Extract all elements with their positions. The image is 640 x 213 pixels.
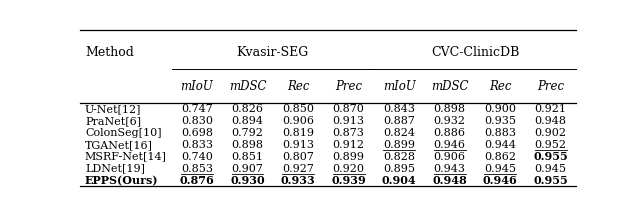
Text: Prec: Prec <box>335 80 362 93</box>
Text: 0.906: 0.906 <box>434 152 466 162</box>
Text: TGANet[16]: TGANet[16] <box>85 140 153 150</box>
Text: EPPS(Ours): EPPS(Ours) <box>85 175 159 186</box>
Text: U-Net[12]: U-Net[12] <box>85 104 141 114</box>
Text: 0.952: 0.952 <box>535 140 567 150</box>
Text: 0.945: 0.945 <box>535 164 567 174</box>
Text: 0.927: 0.927 <box>282 164 314 174</box>
Text: 0.933: 0.933 <box>281 175 316 186</box>
Text: 0.876: 0.876 <box>180 175 214 186</box>
Text: 0.913: 0.913 <box>282 140 314 150</box>
Text: 0.862: 0.862 <box>484 152 516 162</box>
Text: 0.826: 0.826 <box>232 104 264 114</box>
Text: Rec: Rec <box>287 80 309 93</box>
Text: 0.948: 0.948 <box>535 116 567 126</box>
Text: 0.895: 0.895 <box>383 164 415 174</box>
Text: 0.883: 0.883 <box>484 128 516 138</box>
Text: 0.920: 0.920 <box>333 164 365 174</box>
Text: 0.828: 0.828 <box>383 152 415 162</box>
Text: LDNet[19]: LDNet[19] <box>85 164 145 174</box>
Text: mDSC: mDSC <box>229 80 266 93</box>
Text: 0.870: 0.870 <box>333 104 365 114</box>
Text: 0.853: 0.853 <box>181 164 213 174</box>
Text: mIoU: mIoU <box>383 80 415 93</box>
Text: 0.850: 0.850 <box>282 104 314 114</box>
Text: 0.887: 0.887 <box>383 116 415 126</box>
Text: 0.944: 0.944 <box>484 140 516 150</box>
Text: 0.932: 0.932 <box>434 116 466 126</box>
Text: Method: Method <box>85 46 134 59</box>
Text: PraNet[6]: PraNet[6] <box>85 116 141 126</box>
Text: 0.946: 0.946 <box>434 140 466 150</box>
Text: 0.939: 0.939 <box>332 175 366 186</box>
Text: 0.792: 0.792 <box>232 128 264 138</box>
Text: 0.948: 0.948 <box>432 175 467 186</box>
Text: 0.824: 0.824 <box>383 128 415 138</box>
Text: 0.904: 0.904 <box>382 175 417 186</box>
Text: 0.807: 0.807 <box>282 152 314 162</box>
Text: 0.873: 0.873 <box>333 128 365 138</box>
Text: mDSC: mDSC <box>431 80 468 93</box>
Text: 0.906: 0.906 <box>282 116 314 126</box>
Text: 0.698: 0.698 <box>181 128 213 138</box>
Text: MSRF-Net[14]: MSRF-Net[14] <box>85 152 167 162</box>
Text: 0.955: 0.955 <box>533 151 568 162</box>
Text: 0.935: 0.935 <box>484 116 516 126</box>
Text: mIoU: mIoU <box>180 80 213 93</box>
Text: 0.833: 0.833 <box>181 140 213 150</box>
Text: 0.913: 0.913 <box>333 116 365 126</box>
Text: 0.740: 0.740 <box>181 152 213 162</box>
Text: 0.898: 0.898 <box>434 104 466 114</box>
Text: 0.898: 0.898 <box>232 140 264 150</box>
Text: 0.886: 0.886 <box>434 128 466 138</box>
Text: 0.945: 0.945 <box>484 164 516 174</box>
Text: 0.943: 0.943 <box>434 164 466 174</box>
Text: 0.946: 0.946 <box>483 175 518 186</box>
Text: CVC-ClinicDB: CVC-ClinicDB <box>431 46 519 59</box>
Text: Prec: Prec <box>537 80 564 93</box>
Text: 0.900: 0.900 <box>484 104 516 114</box>
Text: 0.921: 0.921 <box>535 104 567 114</box>
Text: Rec: Rec <box>489 80 511 93</box>
Text: Kvasir-SEG: Kvasir-SEG <box>237 46 309 59</box>
Text: ColonSeg[10]: ColonSeg[10] <box>85 128 161 138</box>
Text: 0.902: 0.902 <box>535 128 567 138</box>
Text: 0.851: 0.851 <box>232 152 264 162</box>
Text: 0.830: 0.830 <box>181 116 213 126</box>
Text: 0.843: 0.843 <box>383 104 415 114</box>
Text: 0.747: 0.747 <box>181 104 213 114</box>
Text: 0.907: 0.907 <box>232 164 264 174</box>
Text: 0.894: 0.894 <box>232 116 264 126</box>
Text: 0.899: 0.899 <box>333 152 365 162</box>
Text: 0.912: 0.912 <box>333 140 365 150</box>
Text: 0.930: 0.930 <box>230 175 265 186</box>
Text: 0.819: 0.819 <box>282 128 314 138</box>
Text: 0.899: 0.899 <box>383 140 415 150</box>
Text: 0.955: 0.955 <box>533 175 568 186</box>
